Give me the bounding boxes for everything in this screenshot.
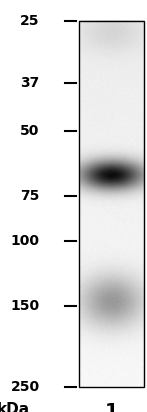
Text: 75: 75 (20, 189, 40, 203)
Text: 150: 150 (11, 299, 40, 313)
Text: 37: 37 (20, 76, 40, 90)
Text: 1: 1 (105, 402, 118, 412)
Text: kDa: kDa (0, 402, 30, 412)
Text: 100: 100 (11, 234, 40, 248)
Text: 25: 25 (20, 14, 40, 28)
Text: 250: 250 (11, 380, 40, 394)
Text: 50: 50 (20, 124, 40, 138)
Bar (79, 21, 144, 387)
